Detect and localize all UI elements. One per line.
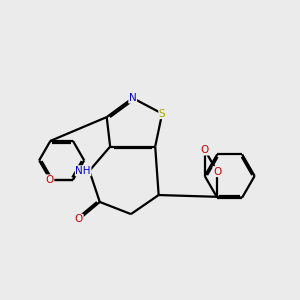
Text: S: S — [159, 109, 165, 118]
Text: O: O — [201, 145, 209, 155]
Text: NH: NH — [75, 166, 91, 176]
Text: O: O — [213, 167, 221, 177]
Text: N: N — [129, 93, 136, 103]
Text: O: O — [75, 214, 83, 224]
Text: O: O — [46, 175, 54, 185]
